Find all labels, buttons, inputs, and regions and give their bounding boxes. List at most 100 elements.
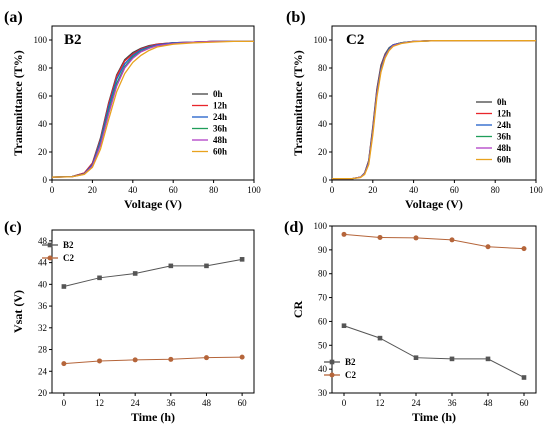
x-tick-label: 0	[62, 398, 67, 408]
y-tick-label: 30	[318, 388, 328, 398]
data-point	[341, 231, 347, 237]
legend-marker	[47, 242, 53, 248]
x-tick-label: 12	[376, 398, 385, 408]
data-point	[377, 335, 383, 341]
legend-marker	[47, 255, 53, 261]
y-tick-label: 28	[38, 345, 48, 355]
x-axis-label: Time (h)	[131, 410, 175, 424]
data-point	[449, 237, 455, 243]
x-tick-label: 12	[95, 398, 104, 408]
series-line	[332, 40, 536, 180]
x-tick-label: 60	[450, 185, 460, 195]
data-point	[341, 323, 347, 329]
data-point	[485, 356, 491, 362]
legend-label: 60h	[213, 147, 227, 157]
legend-label: C2	[63, 253, 74, 263]
legend-label: 48h	[213, 135, 227, 145]
data-point	[168, 263, 174, 269]
y-tick-label: 40	[318, 364, 328, 374]
data-point	[485, 244, 491, 250]
legend-marker	[329, 372, 335, 378]
x-tick-label: 0	[330, 185, 335, 195]
y-tick-label: 100	[314, 35, 328, 45]
x-tick-label: 36	[166, 398, 176, 408]
x-tick-label: 48	[484, 398, 494, 408]
y-tick-label: 48	[38, 236, 48, 246]
y-tick-label: 20	[38, 147, 48, 157]
y-tick-label: 100	[34, 35, 48, 45]
y-axis-label: Transmittance (T%)	[291, 50, 305, 155]
data-point	[239, 257, 245, 262]
x-tick-label: 36	[448, 398, 458, 408]
legend-label: B2	[63, 240, 74, 250]
y-tick-label: 40	[38, 119, 48, 129]
legend-label: 36h	[497, 132, 511, 142]
y-tick-label: 80	[318, 63, 328, 73]
y-axis-label: Vsat (V)	[11, 290, 25, 333]
series-line	[51, 40, 254, 178]
x-axis-label: Time (h)	[412, 410, 456, 424]
x-tick-label: 0	[50, 185, 55, 195]
panel-label: (b)	[286, 9, 306, 26]
data-point	[239, 354, 245, 360]
x-tick-label: 48	[202, 398, 212, 408]
legend-label: 12h	[497, 109, 511, 119]
legend-label: C2	[345, 370, 356, 380]
data-point	[97, 275, 102, 281]
legend-label: 24h	[497, 120, 511, 130]
data-point	[132, 357, 138, 363]
series-line	[343, 325, 525, 378]
legend-label: 0h	[213, 89, 223, 99]
panel-label: (d)	[284, 219, 304, 236]
y-tick-label: 0	[43, 175, 48, 185]
y-tick-label: 20	[318, 147, 328, 157]
y-tick-label: 44	[38, 258, 48, 268]
data-point	[413, 355, 419, 360]
y-axis-label: Transmittance (T%)	[11, 50, 25, 155]
x-tick-label: 60	[169, 185, 179, 195]
data-point	[204, 263, 209, 269]
y-tick-label: 60	[318, 91, 328, 101]
data-point	[61, 284, 67, 289]
legend-marker	[329, 359, 335, 365]
x-tick-label: 0	[342, 398, 347, 408]
y-tick-label: 60	[38, 91, 48, 101]
y-tick-label: 24	[38, 366, 48, 376]
y-tick-label: 100	[314, 221, 328, 231]
y-tick-label: 70	[318, 293, 328, 303]
plot-frame	[51, 25, 255, 181]
y-tick-label: 80	[38, 63, 48, 73]
data-point	[132, 271, 138, 276]
x-tick-label: 80	[491, 185, 501, 195]
x-tick-label: 40	[128, 185, 138, 195]
y-tick-label: 40	[38, 279, 48, 289]
x-tick-label: 20	[88, 185, 98, 195]
data-point	[168, 356, 174, 362]
data-point	[521, 246, 527, 252]
series-line	[51, 40, 254, 178]
legend-label: 36h	[213, 124, 227, 134]
panel-title: C2	[346, 32, 364, 48]
data-point	[203, 355, 209, 361]
data-point	[377, 234, 383, 240]
series-line	[343, 233, 525, 250]
y-tick-label: 32	[38, 323, 47, 333]
y-tick-label: 20	[38, 388, 48, 398]
data-point	[521, 375, 527, 380]
y-tick-label: 50	[318, 340, 328, 350]
plot-frame	[331, 225, 537, 394]
x-tick-label: 60	[238, 398, 248, 408]
y-tick-label: 80	[318, 269, 328, 279]
y-tick-label: 40	[318, 119, 328, 129]
series-line	[63, 258, 243, 287]
x-tick-label: 24	[131, 398, 141, 408]
panel-label: (a)	[4, 9, 23, 26]
y-tick-label: 0	[323, 175, 328, 185]
x-tick-label: 100	[529, 185, 543, 195]
data-point	[97, 358, 103, 364]
series-line	[63, 356, 243, 365]
legend-label: 0h	[497, 97, 507, 107]
data-point	[61, 361, 67, 367]
legend-label: 24h	[213, 112, 227, 122]
